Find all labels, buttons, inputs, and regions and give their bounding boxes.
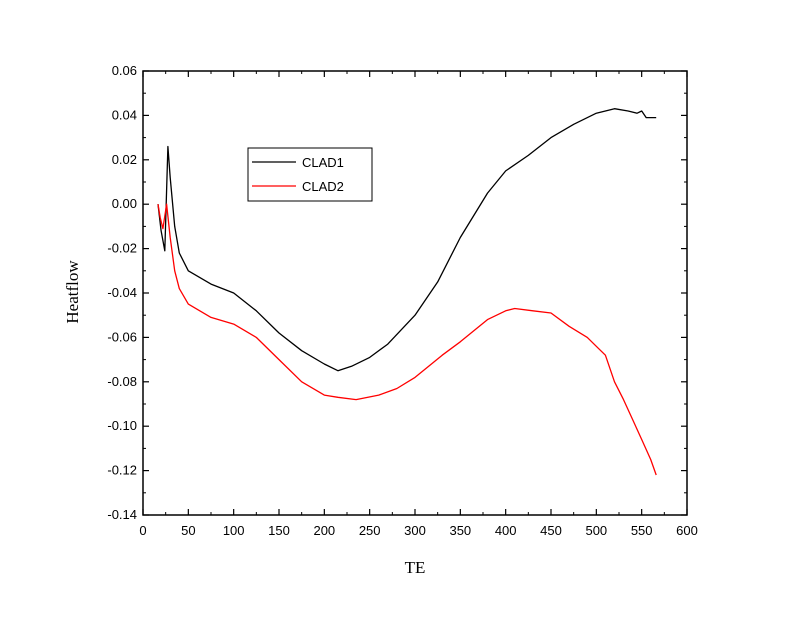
y-tick-label: -0.10 (107, 418, 137, 433)
x-axis-label: TE (405, 558, 426, 577)
y-tick-label: -0.08 (107, 374, 137, 389)
x-tick-label: 600 (676, 523, 698, 538)
x-tick-label: 300 (404, 523, 426, 538)
x-tick-label: 100 (223, 523, 245, 538)
y-tick-label: -0.14 (107, 507, 137, 522)
x-tick-label: 550 (631, 523, 653, 538)
y-tick-label: 0.04 (112, 107, 137, 122)
y-tick-label: -0.04 (107, 285, 137, 300)
y-tick-label: -0.12 (107, 463, 137, 478)
y-tick-label: 0.06 (112, 63, 137, 78)
series-line-clad2 (157, 203, 657, 476)
legend: CLAD1 CLAD2 (247, 147, 373, 202)
y-axis-label: Heatflow (63, 260, 82, 324)
x-tick-label: 250 (359, 523, 381, 538)
legend-box (247, 147, 373, 202)
x-tick-label: 500 (585, 523, 607, 538)
series-line-clad1 (157, 108, 657, 372)
legend-label-clad1: CLAD1 (302, 155, 344, 170)
x-tick-label: 350 (449, 523, 471, 538)
x-tick-label: 50 (181, 523, 195, 538)
x-tick-label: 150 (268, 523, 290, 538)
axes: 0 50 100 150 200 250 300 350 400 450 500 550 600 0.06… (107, 63, 697, 538)
x-tick-label: 450 (540, 523, 562, 538)
y-tick-label: 0.00 (112, 196, 137, 211)
y-tick-label: -0.06 (107, 329, 137, 344)
series-lines (157, 108, 657, 476)
x-tick-label: 0 (139, 523, 146, 538)
legend-label-clad2: CLAD2 (302, 179, 344, 194)
plot-frame (142, 70, 688, 516)
y-tick-label: -0.02 (107, 241, 137, 256)
x-tick-label: 200 (313, 523, 335, 538)
y-tick-label: 0.02 (112, 152, 137, 167)
x-tick-label: 400 (495, 523, 517, 538)
